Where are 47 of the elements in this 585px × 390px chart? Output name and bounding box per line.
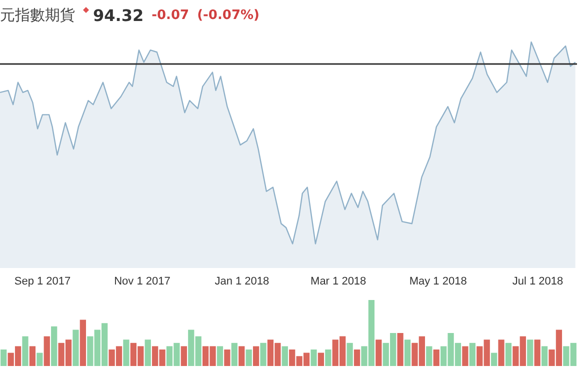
x-tick-label: Nov 1 2017: [114, 276, 170, 288]
text: 94.32: [93, 6, 144, 24]
bar: [426, 346, 432, 366]
bar: [36, 352, 43, 366]
bar: [346, 342, 353, 366]
bar: [354, 350, 360, 366]
bar: [44, 336, 50, 366]
bar: [462, 346, 468, 366]
bar: [260, 342, 266, 366]
x-tick-label: Jul 1 2018: [512, 276, 564, 288]
text: (-0.07%): [197, 8, 260, 22]
bar: [246, 350, 252, 366]
bar: [498, 340, 504, 366]
bar: [238, 346, 245, 366]
bar: [505, 342, 512, 366]
bar: [282, 346, 288, 366]
bar: [310, 350, 317, 366]
bar: [22, 336, 28, 366]
bar: [469, 342, 476, 366]
bar: [0, 350, 7, 366]
bar: [29, 346, 36, 366]
bar: [376, 340, 382, 366]
bar: [490, 352, 498, 366]
bar: [534, 340, 540, 366]
bar: [216, 346, 224, 366]
bar: [541, 346, 548, 366]
bar: [72, 330, 79, 366]
bar: [180, 346, 187, 366]
bar: [224, 350, 230, 366]
bar: [527, 340, 534, 366]
chart-title: 元指數期貨: [0, 6, 75, 24]
bar: [51, 326, 58, 366]
bar: [231, 342, 238, 366]
bar: [252, 346, 260, 366]
x-tick-label: May 1 2018: [409, 276, 467, 288]
bar: [433, 350, 440, 366]
text: -0.07: [152, 8, 190, 22]
bar: [325, 350, 332, 366]
x-tick-label: Mar 1 2018: [310, 276, 366, 288]
bar: [397, 333, 404, 366]
bar: [80, 320, 86, 366]
bar: [404, 340, 411, 366]
bar: [318, 352, 324, 366]
x-tick-label: Sep 1 2017: [14, 276, 71, 288]
bar: [144, 340, 151, 366]
bar: [123, 340, 130, 366]
x-tick-label: Jan 1 2018: [214, 276, 270, 288]
